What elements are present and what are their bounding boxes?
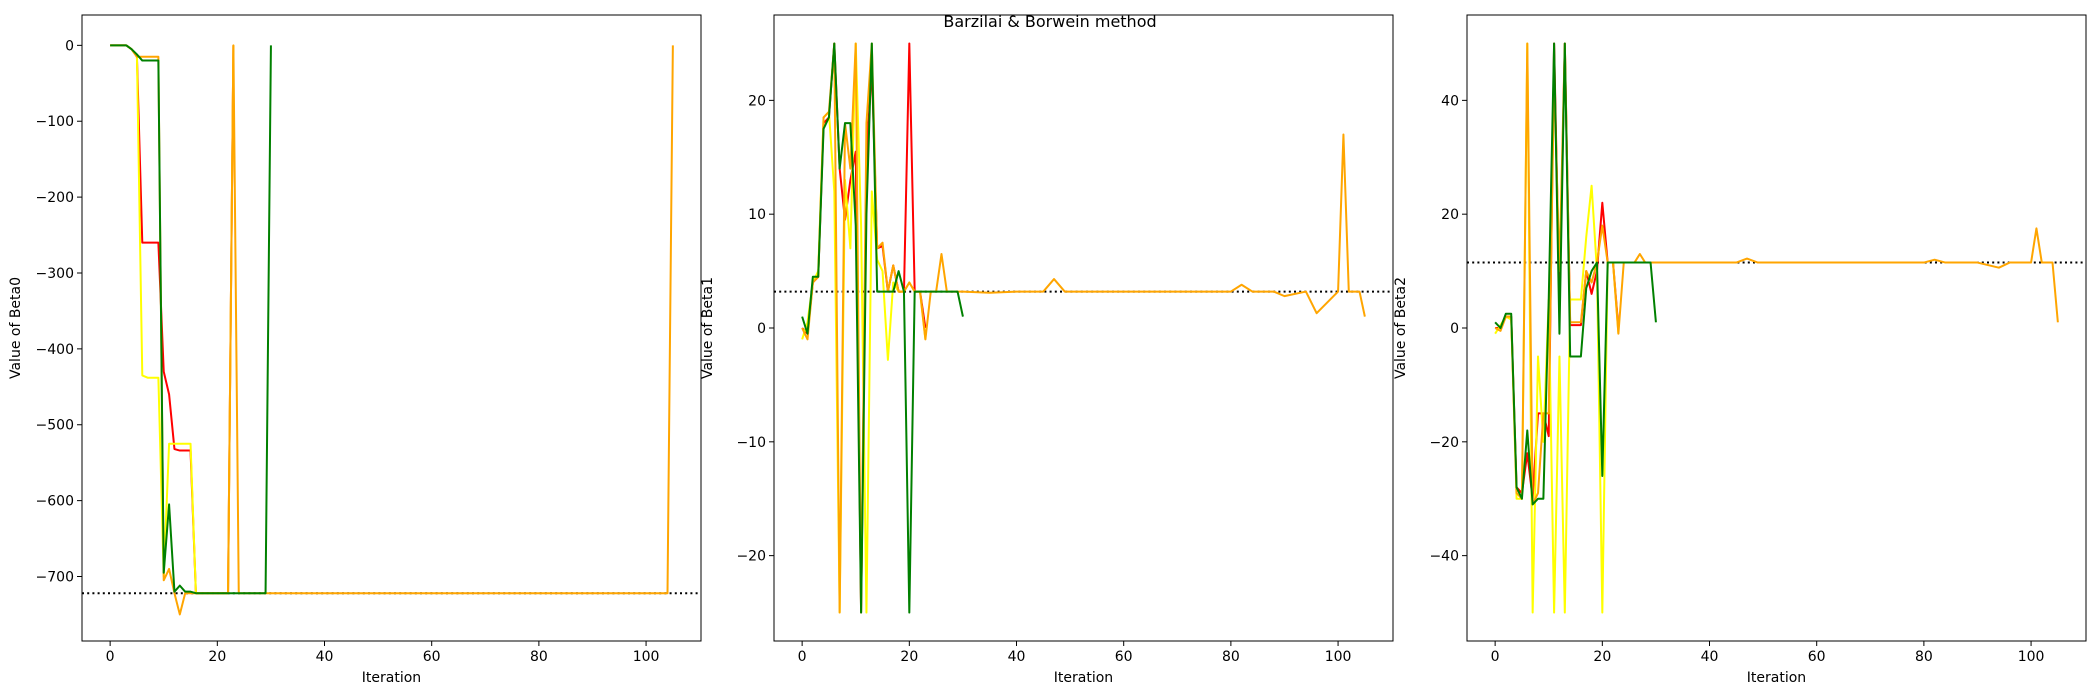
x-tick-label: 0 [106, 649, 115, 665]
x-axis-label: Iteration [362, 670, 421, 686]
y-tick-label: 0 [1450, 321, 1459, 337]
series-line-2 [110, 44, 235, 595]
y-tick-label: 10 [748, 207, 766, 223]
x-tick-label: 0 [1491, 649, 1500, 665]
series-line-3 [1494, 42, 2059, 506]
x-tick-label: 80 [1222, 649, 1240, 665]
plot-area [82, 44, 701, 616]
y-tick-label: −10 [736, 435, 766, 451]
x-tick-label: 20 [1593, 649, 1611, 665]
x-tick-label: 60 [423, 649, 441, 665]
y-tick-label: 0 [757, 321, 766, 337]
series-line-3 [801, 42, 1366, 614]
x-tick-label: 20 [208, 649, 226, 665]
x-tick-label: 80 [1915, 649, 1933, 665]
x-axis-label: Iteration [1747, 670, 1806, 686]
y-tick-label: −20 [736, 549, 766, 565]
chart-panel-3: 0 20 40 60 80 100 40 20 0 −20 −40 Iteration Value of… [1393, 14, 2087, 686]
x-tick-label: 40 [1701, 649, 1719, 665]
chart-panel-1: 0 20 40 60 80 100 0 −100 −200 −300 −400 −500 −600 −70… [8, 14, 702, 686]
y-tick-label: −200 [36, 190, 74, 206]
y-tick-label: −400 [36, 342, 74, 358]
x-tick-label: 0 [798, 649, 807, 665]
y-axis-label: Value of Beta1 [700, 277, 716, 379]
x-tick-label: 40 [316, 649, 334, 665]
y-tick-label: −600 [36, 494, 74, 510]
y-tick-label: −20 [1429, 435, 1459, 451]
series-line-4 [110, 44, 272, 595]
axes-frame [81, 14, 702, 642]
x-tick-label: 40 [1008, 649, 1026, 665]
y-tick-label: 0 [65, 38, 74, 54]
x-tick-label: 60 [1808, 649, 1826, 665]
plot-area [1467, 42, 2086, 614]
x-axis-label: Iteration [1054, 670, 1113, 686]
x-tick-label: 20 [900, 649, 918, 665]
x-tick-label: 100 [633, 649, 660, 665]
series-line-4 [801, 42, 964, 614]
y-tick-label: 20 [748, 93, 766, 109]
y-axis-label: Value of Beta2 [1393, 277, 1409, 379]
plot-area [774, 42, 1393, 614]
x-tick-label: 80 [530, 649, 548, 665]
y-tick-label: −300 [36, 266, 74, 282]
y-tick-label: 40 [1441, 93, 1459, 109]
figure-title: Barzilai & Borwein method [943, 12, 1157, 31]
series-line-1 [110, 44, 235, 595]
y-tick-label: −100 [36, 114, 74, 130]
y-tick-label: −500 [36, 418, 74, 434]
series-line-4 [1494, 42, 1657, 506]
x-tick-label: 100 [1325, 649, 1352, 665]
y-tick-label: −700 [36, 570, 74, 586]
x-tick-label: 100 [2018, 649, 2045, 665]
y-tick-label: 20 [1441, 207, 1459, 223]
x-tick-label: 60 [1115, 649, 1133, 665]
y-axis-label: Value of Beta0 [8, 277, 24, 379]
y-tick-label: −40 [1429, 549, 1459, 565]
